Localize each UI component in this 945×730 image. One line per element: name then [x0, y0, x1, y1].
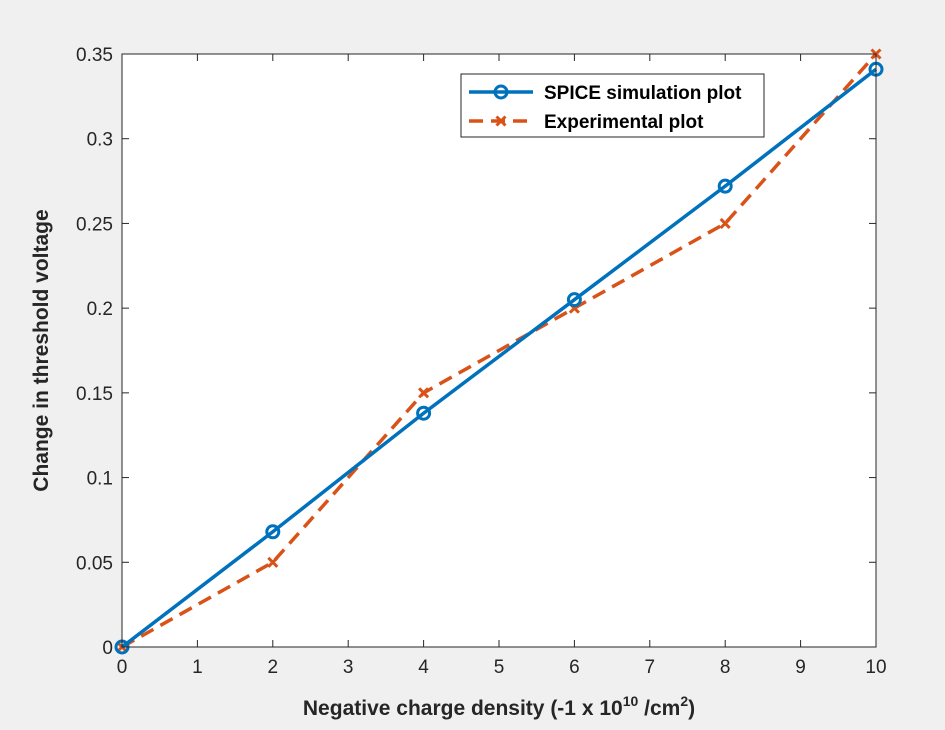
- y-axis-label: Change in threshold voltage: [30, 209, 53, 491]
- x-tick-label: 1: [192, 657, 203, 678]
- spice-series-line: [120, 67, 878, 649]
- spice-data-point: [566, 292, 582, 308]
- series-layer: [114, 48, 884, 655]
- experimental-data-point-stroke-b: [418, 387, 430, 399]
- legend: SPICE simulation plot Experimental plot: [460, 73, 765, 138]
- spice-data-point: [265, 524, 281, 540]
- experimental-data-point: [418, 387, 430, 399]
- spice-data-point: [416, 405, 432, 421]
- x-axis-label: Negative charge density (-1 x 1010 /cm2): [303, 693, 695, 720]
- y-tick-label: 0.05: [76, 553, 113, 574]
- experimental-series-line: [121, 52, 878, 649]
- experimental-legend-marker-stroke-b: [495, 115, 507, 127]
- x-tick-label: 10: [865, 657, 886, 678]
- legend-box: [460, 73, 765, 138]
- x-tick-label: 2: [268, 657, 279, 678]
- x-tick-label: 6: [569, 657, 580, 678]
- plot-frame: [121, 53, 877, 648]
- x-tick-label: 8: [720, 657, 731, 678]
- spice-legend-label: SPICE simulation plot: [544, 83, 742, 104]
- x-tick-label: 4: [418, 657, 429, 678]
- x-tick-label: 9: [795, 657, 806, 678]
- experimental-data-point-stroke-b: [719, 217, 731, 229]
- y-tick-label: 0.2: [87, 299, 113, 320]
- experimental-data-point-stroke-b: [267, 556, 279, 568]
- experimental-legend-marker: [495, 115, 507, 127]
- spice-data-point: [717, 178, 733, 194]
- experimental-data-point: [267, 556, 279, 568]
- tick-labels: 0 1 2 3 4 5 6 7 8 9 10 0 0.05 0.1 0.15 0.2 0.25 0.3 0.35: [76, 45, 887, 678]
- x-axis-label-suffix: ): [688, 697, 695, 720]
- x-tick-label: 0: [117, 657, 128, 678]
- spice-legend-marker: [493, 84, 509, 100]
- y-tick-label: 0.35: [76, 45, 113, 66]
- experimental-data-point: [719, 217, 731, 229]
- x-axis-label-unit: /cm: [638, 697, 680, 720]
- y-tick-label: 0: [102, 638, 113, 659]
- x-axis-label-exponent: 10: [623, 693, 639, 709]
- x-tick-label: 7: [645, 657, 656, 678]
- x-axis-label-unit-exponent: 2: [680, 693, 688, 709]
- x-tick-label: 5: [494, 657, 505, 678]
- experimental-legend-label: Experimental plot: [544, 112, 704, 133]
- legend-items: SPICE simulation plot Experimental plot: [469, 83, 742, 133]
- x-tick-label: 3: [343, 657, 354, 678]
- y-tick-label: 0.25: [76, 214, 113, 235]
- y-tick-label: 0.1: [87, 469, 113, 490]
- y-tick-label: 0.3: [87, 130, 113, 151]
- y-tick-label: 0.15: [76, 384, 113, 405]
- x-axis-label-prefix: Negative charge density (-1 x 10: [303, 697, 623, 720]
